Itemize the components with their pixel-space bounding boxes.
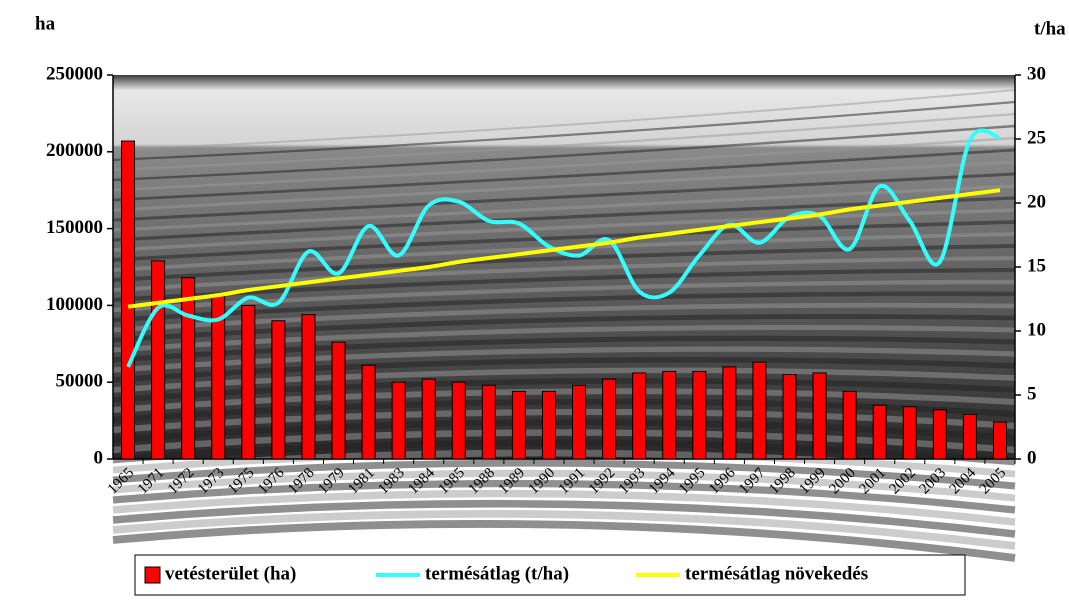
furrow [112,489,1016,526]
legend-label: termésátlag (t/ha) [425,563,569,584]
furrow [112,469,1016,502]
y-tick-label: 100000 [46,294,103,315]
y2-tick-label: 30 [1027,63,1046,84]
bar [541,390,556,460]
bar [301,314,316,460]
y2-tick-label: 10 [1027,319,1046,340]
bar [572,384,587,460]
bar [692,370,707,460]
bar [361,364,376,460]
y-tick-label: 0 [94,447,104,468]
x-tick-label: 1995 [676,465,709,498]
legend [134,554,966,596]
bar [782,374,797,460]
y-tick-label: 250000 [46,63,103,84]
y-axis-title: ha [35,13,56,34]
furrow [112,255,1016,293]
y2-tick-label: 5 [1027,383,1037,404]
bar [451,381,466,460]
y2-tick-label: 0 [1027,447,1037,468]
furrow [112,509,1016,550]
bar [722,366,737,460]
x-tick-label: 2001 [856,465,889,498]
y-tick-label: 50000 [56,371,104,392]
legend-label: vetésterület (ha) [165,563,296,584]
y-tick-label: 150000 [46,217,103,238]
furrow [112,499,1016,538]
bar [752,361,767,460]
bar [271,320,286,460]
bar [121,140,136,460]
bar [932,409,947,460]
y2-tick-label: 25 [1027,127,1046,148]
furrow [112,172,1016,222]
bar [632,372,647,460]
furrow [112,244,1016,282]
bar [481,384,496,460]
y2-tick-label: 20 [1027,191,1046,212]
furrow [112,208,1016,252]
bar [902,406,917,460]
line [127,188,1001,309]
y2-axis-title: t/ha [1034,18,1066,39]
furrow [112,160,1016,212]
bar [662,370,677,460]
furrow [112,100,1016,162]
bar [602,378,617,460]
furrow [112,220,1016,262]
bar [241,304,256,460]
bar [391,381,406,460]
furrow [112,136,1016,192]
furrow [112,112,1016,172]
bar [872,404,887,460]
bar [511,390,526,460]
bar [842,390,857,460]
bar [331,341,346,460]
furrow [112,184,1016,232]
furrow [112,449,1016,478]
y2-tick-label: 15 [1027,255,1046,276]
furrow [112,279,1016,313]
bar [962,413,977,460]
furrow [112,89,1016,151]
y-tick-label: 200000 [46,140,103,161]
bar [992,421,1007,460]
bar [812,372,827,460]
legend-swatch [144,566,161,584]
furrow [112,479,1016,514]
bar [421,378,436,460]
furrow [112,148,1016,202]
bar [181,277,196,460]
furrow [112,124,1016,182]
furrow [112,520,1016,562]
legend-label: termésátlag növekedés [685,563,868,584]
field-pattern [112,89,1016,562]
bar [151,260,166,460]
x-tick-label: 2002 [886,465,919,498]
